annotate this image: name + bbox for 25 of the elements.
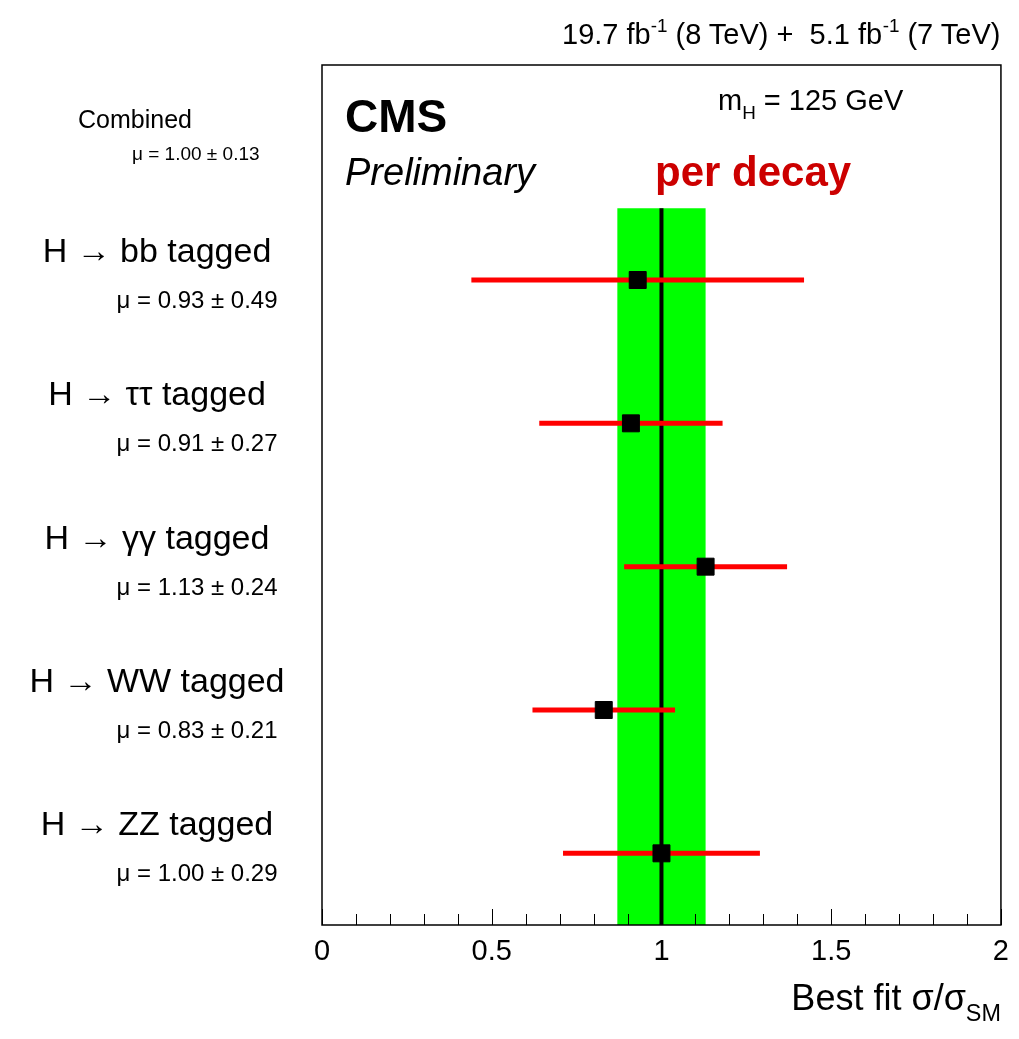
y-tick-label: H → WW tagged <box>29 661 285 699</box>
text: CMS <box>345 90 448 142</box>
y-tick-label: H → γγ tagged <box>44 517 270 556</box>
data-label: μ = 1.13 ± 0.24 <box>116 572 278 600</box>
x-tick-label: 1.5 <box>811 934 852 967</box>
text: per decay <box>655 148 852 195</box>
x-tick-label: 2 <box>992 934 1010 967</box>
data-label: μ = 0.93 ± 0.49 <box>116 286 278 313</box>
text: Preliminary <box>345 151 538 193</box>
y-tick-label: H → ZZ tagged <box>40 804 274 843</box>
point <box>696 557 715 576</box>
y-tick-label: H → ττ tagged <box>48 374 266 413</box>
y-tick-label: H → bb tagged <box>42 231 272 269</box>
x-tick-label: 1 <box>653 934 670 967</box>
point <box>628 271 647 289</box>
point <box>621 414 640 433</box>
text: μ = 1.00 ± 0.13 <box>132 143 260 164</box>
x-tick-label: 0.5 <box>471 934 512 967</box>
data-label: μ = 0.83 ± 0.21 <box>116 716 278 743</box>
text: Combined <box>78 105 192 133</box>
point <box>652 844 671 863</box>
x-tick-label: 0 <box>313 934 331 967</box>
data-label: μ = 0.91 ± 0.27 <box>116 429 278 457</box>
data-label: μ = 1.00 ± 0.29 <box>116 859 278 887</box>
point <box>594 701 613 719</box>
